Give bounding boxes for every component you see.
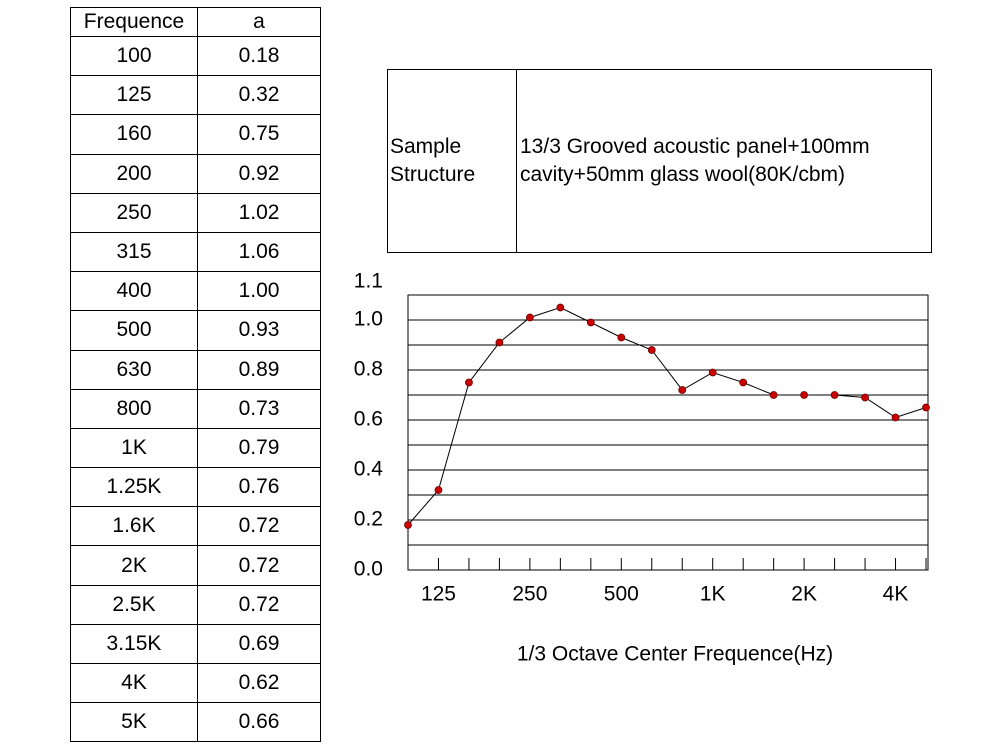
- y-tick-label: 0.4: [354, 458, 384, 481]
- table-row: 200 0.92: [70, 153, 321, 194]
- data-table: Frequence a 100 0.18 125 0.32 160 0.75 200 0.92 25…: [70, 7, 321, 743]
- table-row: 500 0.93: [70, 310, 321, 351]
- table-row: 2.5K 0.72: [70, 584, 321, 625]
- table-cell: 0.72: [197, 545, 321, 586]
- table-cell: 0.79: [197, 427, 321, 469]
- label-line: Structure: [390, 163, 476, 186]
- data-point: [800, 391, 809, 399]
- table-row: 125 0.32: [70, 75, 321, 116]
- data-point: [922, 403, 930, 412]
- table-cell: 4K: [70, 662, 198, 704]
- data-point: [708, 368, 717, 377]
- table-cell: 1.06: [197, 231, 321, 273]
- data-point: [617, 333, 626, 342]
- table-cell: 2.5K: [70, 584, 198, 625]
- data-point: [861, 393, 869, 402]
- table-cell: 0.66: [197, 702, 321, 743]
- data-point: [739, 378, 748, 387]
- data-point: [678, 386, 687, 394]
- data-point: [891, 413, 900, 422]
- x-axis-label: 1/3 Octave Center Frequence(Hz): [517, 643, 833, 666]
- data-point: [465, 378, 473, 387]
- table-row: 630 0.89: [70, 349, 321, 390]
- series-line: [407, 306, 927, 526]
- table-cell: 1.6K: [70, 506, 198, 547]
- table-row: 160 0.75: [70, 114, 321, 155]
- info-label: Sample Structure: [388, 70, 517, 252]
- y-tick-label: 1.0: [354, 308, 383, 331]
- table-row: 315 1.06: [70, 231, 321, 273]
- data-point: [647, 346, 656, 354]
- table-row: 250 1.02: [70, 192, 321, 233]
- x-tick-label: 1K: [700, 583, 726, 606]
- x-tick-label: 250: [512, 583, 547, 606]
- table-cell: 1.02: [197, 192, 321, 233]
- data-point: [769, 391, 778, 399]
- table-cell: 0.62: [197, 662, 321, 704]
- header-cell: Frequence: [70, 7, 198, 37]
- table-cell: 5K: [70, 702, 198, 743]
- y-tick-label: 0.8: [354, 358, 383, 381]
- table-row: 5K 0.66: [70, 702, 321, 743]
- description-line: cavity+50mm glass wool(80K/cbm): [520, 163, 846, 186]
- data-point: [434, 486, 443, 494]
- table-row: 4K 0.62: [70, 662, 321, 704]
- data-point: [495, 338, 504, 347]
- description-line: 13/3 Grooved acoustic panel+100mm: [520, 135, 870, 158]
- table-cell: 0.32: [197, 75, 321, 116]
- x-tick-label: 4K: [883, 583, 909, 606]
- data-point: [404, 521, 412, 529]
- info-box: Sample Structure 13/3 Grooved acoustic pa…: [387, 69, 932, 253]
- info-description: 13/3 Grooved acoustic panel+100mm cavity+…: [517, 70, 931, 252]
- x-tick-label: 125: [421, 583, 456, 606]
- data-point: [830, 391, 839, 399]
- table-cell: 0.73: [197, 388, 321, 429]
- table-cell: 1.00: [197, 271, 321, 312]
- x-tick-label: 500: [604, 583, 639, 606]
- data-point: [586, 318, 595, 327]
- label-line: Sample: [390, 135, 462, 158]
- table-cell: 0.93: [197, 310, 321, 351]
- table-cell: 0.92: [197, 153, 321, 194]
- table-cell: 630: [70, 349, 198, 390]
- table-cell: 2K: [70, 545, 198, 586]
- table-row: 2K 0.72: [70, 545, 321, 586]
- y-tick-label: 1.1: [354, 270, 383, 293]
- table-cell: 0.76: [197, 467, 321, 508]
- plot-frame: [407, 294, 929, 571]
- table-cell: 125: [70, 75, 198, 116]
- data-point: [556, 303, 565, 312]
- y-tick-label: 0.2: [354, 508, 383, 531]
- header-row: Frequence a: [70, 7, 321, 37]
- table-cell: 315: [70, 231, 198, 273]
- table-cell: 0.75: [197, 114, 321, 155]
- table-cell: 160: [70, 114, 198, 155]
- header-cell: a: [197, 7, 321, 37]
- data-point: [525, 313, 534, 322]
- y-tick-label: 0.0: [354, 558, 383, 581]
- x-tick-label: 2K: [791, 583, 817, 606]
- y-tick-label: 0.6: [354, 408, 383, 431]
